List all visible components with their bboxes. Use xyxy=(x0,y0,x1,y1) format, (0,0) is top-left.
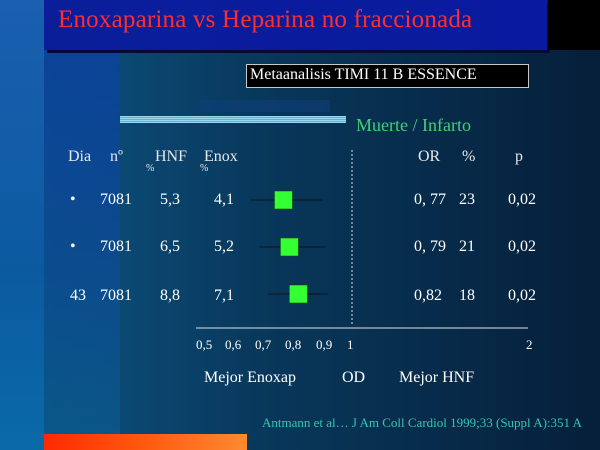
label-od: OD xyxy=(342,369,366,386)
row3-enox: 7,1 xyxy=(214,287,234,304)
row3-n: 7081 xyxy=(100,287,132,304)
axis-tick-2: 2 xyxy=(526,337,533,352)
col-header-n: nº xyxy=(110,148,123,165)
axis-tick-07: 0,7 xyxy=(255,337,272,352)
or-marker-row1 xyxy=(274,190,293,210)
title-box xyxy=(44,0,547,50)
col-header-enox-pct: % xyxy=(200,163,209,174)
row2-dia: • xyxy=(70,238,76,255)
left-decor-band-2 xyxy=(44,50,120,450)
title-side-strip xyxy=(548,0,600,50)
row1-p: 0,02 xyxy=(508,191,536,208)
row1-pct: 23 xyxy=(459,191,475,208)
row3-hnf: 8,8 xyxy=(160,287,180,304)
row3-p: 0,02 xyxy=(508,287,536,304)
col-header-or: OR xyxy=(418,148,441,165)
decor-light-bar xyxy=(120,116,346,123)
col-header-or-pct: % xyxy=(462,148,476,165)
citation: Antmann et al… J Am Coll Cardiol 1999;33… xyxy=(262,415,582,430)
row1-hnf: 5,3 xyxy=(160,191,180,208)
axis-tick-06: 0,6 xyxy=(225,337,242,352)
row3-dia: 43 xyxy=(70,287,86,304)
axis-tick-1: 1 xyxy=(347,337,354,352)
slide-title: Enoxaparina vs Heparina no fraccionada xyxy=(58,6,473,33)
or-marker-row3 xyxy=(289,284,308,304)
col-header-p: p xyxy=(515,148,523,165)
left-decor-band xyxy=(0,0,44,450)
axis-tick-05: 0,5 xyxy=(196,337,213,352)
label-mejor-enoxap: Mejor Enoxap xyxy=(204,369,296,386)
row2-hnf: 6,5 xyxy=(160,238,180,255)
axis-tick-09: 0,9 xyxy=(316,337,333,352)
col-header-dia: Dia xyxy=(68,148,92,165)
col-header-hnf: HNF xyxy=(155,148,188,165)
or-marker-row2 xyxy=(280,237,299,257)
label-mejor-hnf: Mejor HNF xyxy=(399,369,475,386)
decor-shadow-bar xyxy=(200,100,330,112)
col-header-enox: Enox xyxy=(204,148,238,165)
row1-n: 7081 xyxy=(100,191,132,208)
row2-p: 0,02 xyxy=(508,238,536,255)
row2-or: 0, 79 xyxy=(414,238,446,255)
axis-tick-08: 0,8 xyxy=(285,337,302,352)
row3-pct: 18 xyxy=(459,287,475,304)
row2-enox: 5,2 xyxy=(214,238,234,255)
slide-subtitle: Metaanalisis TIMI 11 B ESSENCE xyxy=(250,66,477,83)
chart-title: Muerte / Infarto xyxy=(356,115,471,135)
subtitle-box xyxy=(246,64,529,88)
row1-enox: 4,1 xyxy=(214,191,234,208)
row2-n: 7081 xyxy=(100,238,132,255)
decor-orange-bar xyxy=(44,434,247,450)
col-header-hnf-pct: % xyxy=(146,163,155,174)
row1-dia: • xyxy=(70,191,76,208)
row3-or: 0,82 xyxy=(414,287,442,304)
row1-or: 0, 77 xyxy=(414,191,446,208)
row2-pct: 21 xyxy=(459,238,475,255)
